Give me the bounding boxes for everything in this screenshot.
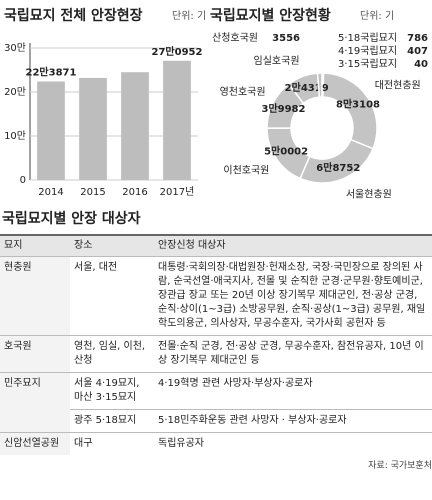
eligible-cell: 5·18민주화운동 관련 사망자 · 부상자·공로자 <box>154 409 432 433</box>
bar <box>37 81 65 180</box>
place-cell: 광주 5·18묘지 <box>70 409 154 433</box>
source: 자료: 국가보훈처 <box>368 461 432 471</box>
value-label: 407 <box>407 46 428 57</box>
y-tick-label: 30만 <box>4 42 26 54</box>
eligible-cell: 독립유공자 <box>154 432 432 455</box>
category-label: 이천호국원 <box>223 165 269 177</box>
value-label: 3만9982 <box>261 102 305 115</box>
cemetery-cell: 신암선열공원 <box>0 432 70 455</box>
bar-title: 국립묘지 전체 안장현장 <box>4 7 143 24</box>
eligible-cell: 대통령·국회의장·대법원장·헌재소장, 국장·국민장으로 장의된 사람, 순국선… <box>154 256 432 336</box>
place-cell: 서울 4·19묘지, 마산 3·15묘지 <box>70 372 154 410</box>
value-label: 22만3871 <box>26 65 77 78</box>
header-cell: 장소 <box>70 234 154 257</box>
y-tick-label: 20만 <box>4 86 26 98</box>
segment <box>316 72 323 98</box>
x-tick-label: 2017년 <box>160 186 195 198</box>
cemetery-cell: 현충원 <box>0 256 70 336</box>
value-label: 6만8752 <box>316 161 360 174</box>
category-label: 임실호국원 <box>254 54 300 67</box>
table-row: 호국원 영천, 임실, 이천, 산청 전몰·순직 군경, 전·공상 군경, 무공수훈… <box>0 335 432 373</box>
y-tick-label: 10만 <box>4 130 26 142</box>
bar <box>163 60 191 180</box>
table-row: 광주 5·18묘지 5·18민주화운동 관련 사망자 · 부상자·공로자 <box>0 409 432 433</box>
value-label: 786 <box>407 33 428 44</box>
charts: 국립묘지 전체 안장현장 단위: 기 국립묘지별 안장현황 단위: 기 0 10만… <box>4 7 428 200</box>
table-row: 현충원 서울, 대전 대통령·국회의장·대법원장·헌재소장, 국장·국민장으로 장의… <box>0 256 432 336</box>
x-tick-label: 2015 <box>80 187 105 198</box>
category-label: 5·18국립묘지 <box>338 31 397 44</box>
pie-title: 국립묘지별 안장현황 <box>210 7 331 24</box>
category-label: 서울현충원 <box>346 188 392 200</box>
segment <box>299 138 374 184</box>
eligible-cell: 4·19혁명 관련 사망자·부상자·공로자 <box>154 372 432 410</box>
segment <box>322 72 378 150</box>
category-label: 4·19국립묘지 <box>338 44 397 57</box>
pie-unit: 단위: 기 <box>360 9 394 22</box>
x-tick-label: 2014 <box>38 187 63 198</box>
cemetery-cell: 호국원 <box>0 335 70 373</box>
header-cell: 안장신청 대상자 <box>154 234 432 257</box>
bar <box>79 77 107 180</box>
table: 묘지 장소 안장신청 대상자 현충원 서울, 대전 대통령·국회의장·대법원장·헌재소장,… <box>0 234 432 455</box>
header-cell: 묘지 <box>0 234 70 257</box>
table-row: 신암선열공원 대구 독립유공자 <box>0 432 432 455</box>
cemetery-cell: 민주묘지 <box>0 372 70 433</box>
eligible-cell: 전몰·순직 군경, 전·공상 군경, 무공수훈자, 참전유공자, 10년 이상 … <box>154 335 432 373</box>
place-cell: 영천, 임실, 이천, 산청 <box>70 335 154 373</box>
x-tick-label: 2016 <box>122 187 147 198</box>
place-cell: 대구 <box>70 432 154 455</box>
value-label: 40 <box>414 59 428 70</box>
category-label: 3·15국립묘지 <box>338 57 397 70</box>
value-label: 8만3108 <box>336 97 380 110</box>
value-label: 5만0002 <box>264 145 308 158</box>
bar-unit: 단위: 기 <box>172 9 206 22</box>
place-cell: 서울, 대전 <box>70 256 154 336</box>
bar <box>121 72 149 180</box>
category-label: 영천호국원 <box>220 86 266 98</box>
value-label: 3556 <box>272 33 300 44</box>
table-title: 국립묘지별 안장 대상자 <box>2 211 141 227</box>
table-row: 민주묘지 서울 4·19묘지, 마산 3·15묘지 4·19혁명 관련 사망자·부상… <box>0 372 432 433</box>
category-label: 대전현충원 <box>375 80 421 92</box>
y-tick-label: 0 <box>20 175 26 186</box>
category-label: 산청호국원 <box>212 32 258 44</box>
table-section: 국립묘지별 안장 대상자 묘지 장소 안장신청 대상자 현충원 서울, 대전 대통령·국회… <box>0 208 432 471</box>
value-label: 27만0952 <box>152 45 203 58</box>
